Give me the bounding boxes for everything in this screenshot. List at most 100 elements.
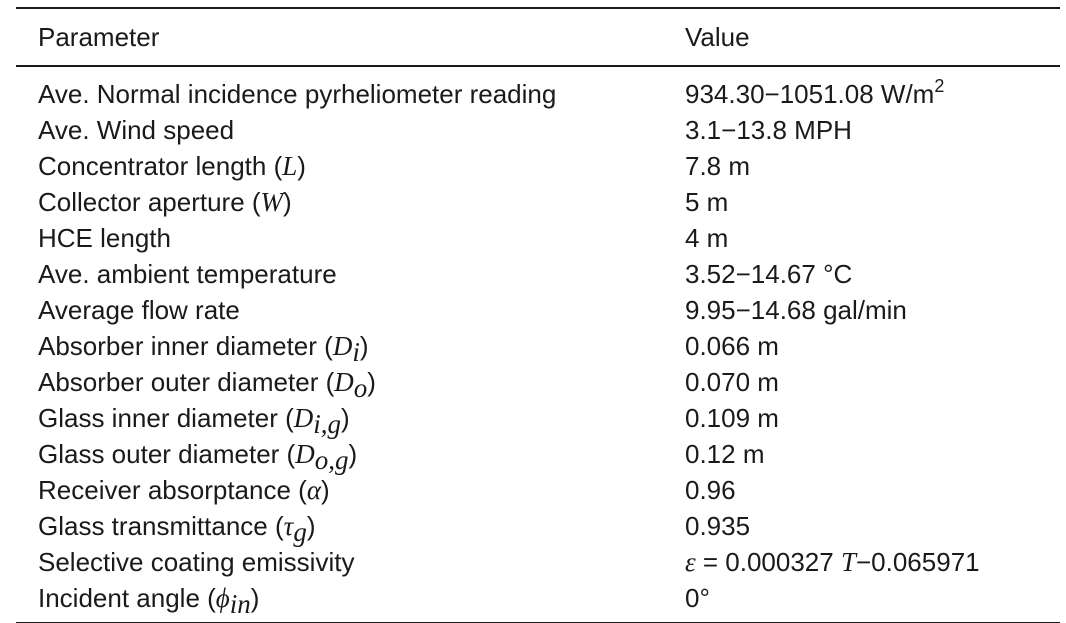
param-cell: Ave. ambient temperature (16, 256, 685, 292)
param-symbol: D (334, 367, 354, 397)
value-text: 0.109 m (685, 403, 779, 433)
value-text: 0.12 m (685, 439, 765, 469)
param-text: Absorber outer diameter ( (38, 367, 335, 397)
table-row: Incident angle (ϕin) 0° (16, 580, 1060, 619)
param-cell: Ave. Wind speed (16, 112, 685, 148)
value-cell: 0.070 m (685, 364, 1060, 400)
param-text: Glass outer diameter ( (38, 439, 296, 469)
value-text: 9.95−14.68 gal/min (685, 295, 907, 325)
param-cell: HCE length (16, 220, 685, 256)
param-subscript: i (352, 337, 360, 367)
param-text: Receiver absorptance ( (38, 475, 307, 505)
param-cell: Collector aperture (W) (16, 184, 685, 220)
value-cell: 9.95−14.68 gal/min (685, 292, 1060, 328)
value-symbol: ε (685, 547, 696, 577)
value-cell: 0.066 m (685, 328, 1060, 364)
table-header-rule (16, 65, 1060, 67)
param-symbol: α (306, 475, 321, 505)
param-symbol: D (293, 403, 314, 433)
param-text: Concentrator length ( (38, 151, 283, 181)
param-cell: Absorber inner diameter (Di) (16, 328, 685, 367)
param-symbol: L (282, 151, 298, 181)
value-cell: 934.30−1051.08 W/m2 (685, 76, 1060, 112)
param-subscript: o,g (314, 445, 349, 475)
value-text-tail: −0.065971 (855, 547, 980, 577)
param-close: ) (359, 331, 369, 361)
param-cell: Selective coating emissivity (16, 544, 685, 580)
param-subscript: in (229, 589, 251, 619)
table-row: Concentrator length (L) 7.8 m (16, 148, 1060, 184)
value-text: 934.30−1051.08 W/m (685, 79, 935, 109)
value-cell: 0.96 (685, 472, 1060, 508)
header-value: Value (685, 22, 750, 52)
value-cell: ε = 0.000327 T−0.065971 (685, 544, 1060, 580)
param-cell: Ave. Normal incidence pyrheliometer read… (16, 76, 685, 112)
table-row: Absorber inner diameter (Di) 0.066 m (16, 328, 1060, 367)
param-text: Average flow rate (38, 295, 240, 325)
value-cell: 5 m (685, 184, 1060, 220)
param-close: ) (297, 151, 306, 181)
table-row: HCE length 4 m (16, 220, 1060, 256)
value-cell: 0.935 (685, 508, 1060, 544)
table-row: Ave. ambient temperature 3.52−14.67 °C (16, 256, 1060, 292)
value-cell: 3.52−14.67 °C (685, 256, 1060, 292)
value-text: 0.935 (685, 511, 751, 541)
param-cell: Average flow rate (16, 292, 685, 328)
table-row: Receiver absorptance (α) 0.96 (16, 472, 1060, 508)
param-close: ) (348, 439, 358, 469)
value-cell: 0.109 m (685, 400, 1060, 436)
param-text: Ave. Normal incidence pyrheliometer read… (38, 79, 557, 109)
param-symbol: τ (283, 511, 294, 541)
param-cell: Glass outer diameter (Do,g) (16, 436, 685, 475)
param-close: ) (367, 367, 376, 397)
param-close: ) (250, 583, 260, 613)
value-cell: 0.12 m (685, 436, 1060, 472)
table-row: Absorber outer diameter (Do) 0.070 m (16, 364, 1060, 403)
param-text: Ave. Wind speed (38, 115, 235, 145)
value-superscript: 2 (934, 76, 945, 96)
value-cell: 7.8 m (685, 148, 1060, 184)
table-top-rule (16, 7, 1060, 9)
param-close: ) (321, 475, 330, 505)
value-text: = 0.000327 (695, 547, 841, 577)
param-close: ) (283, 187, 292, 217)
value-cell: 4 m (685, 220, 1060, 256)
parameter-table: Parameter Value Ave. Normal incidence py… (16, 7, 1060, 623)
value-text: 3.52−14.67 °C (685, 259, 853, 289)
param-cell: Absorber outer diameter (Do) (16, 364, 685, 403)
param-close: ) (306, 511, 316, 541)
value-text: 0.070 m (685, 367, 779, 397)
value-text: 0.066 m (685, 331, 779, 361)
param-cell: Concentrator length (L) (16, 148, 685, 184)
param-text: Incident angle ( (38, 583, 216, 613)
table-row: Glass outer diameter (Do,g) 0.12 m (16, 436, 1060, 475)
table-row: Ave. Wind speed 3.1−13.8 MPH (16, 112, 1060, 148)
param-cell: Receiver absorptance (α) (16, 472, 685, 508)
param-symbol: ϕ (215, 583, 230, 613)
param-text: Selective coating emissivity (38, 547, 355, 577)
table-body: Ave. Normal incidence pyrheliometer read… (16, 67, 1060, 622)
param-cell: Glass inner diameter (Di,g) (16, 400, 685, 439)
value-cell: 3.1−13.8 MPH (685, 112, 1060, 148)
value-text: 4 m (685, 223, 729, 253)
param-text: Ave. ambient temperature (38, 259, 337, 289)
param-text: HCE length (38, 223, 171, 253)
value-cell: 0° (685, 580, 1060, 616)
param-close: ) (341, 403, 350, 433)
param-text: Glass transmittance ( (38, 511, 284, 541)
table-row: Ave. Normal incidence pyrheliometer read… (16, 76, 1060, 112)
value-text: 0.96 (685, 475, 736, 505)
param-subscript: g (293, 517, 307, 547)
param-subscript: i,g (313, 409, 342, 439)
table-row: Glass transmittance (τg) 0.935 (16, 508, 1060, 547)
value-text: 3.1−13.8 MPH (685, 115, 852, 145)
param-cell: Incident angle (ϕin) (16, 580, 685, 619)
value-text: 7.8 m (685, 151, 751, 181)
header-parameter: Parameter (38, 22, 160, 52)
value-text: 0° (685, 583, 710, 613)
param-symbol: W (260, 187, 284, 217)
param-text: Glass inner diameter ( (38, 403, 294, 433)
param-subscript: o (353, 373, 368, 403)
table-row: Collector aperture (W) 5 m (16, 184, 1060, 220)
table-row: Selective coating emissivity ε = 0.00032… (16, 544, 1060, 580)
